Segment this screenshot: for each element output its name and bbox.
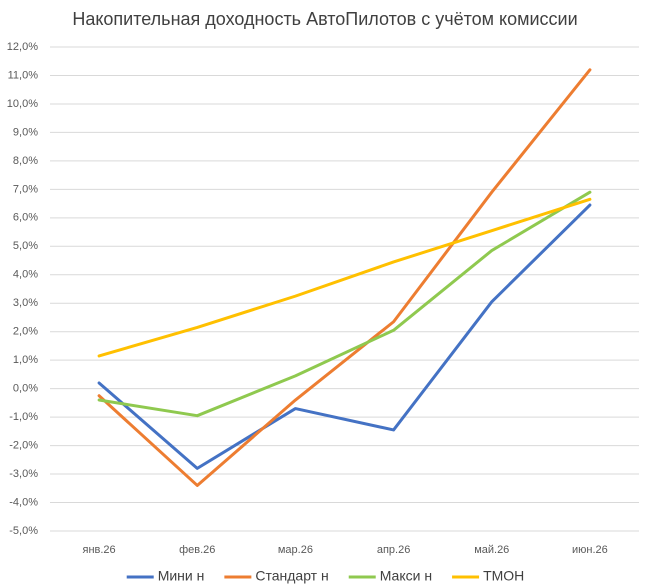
- y-tick-label: 1,0%: [13, 354, 38, 366]
- y-tick-label: 2,0%: [13, 326, 38, 338]
- y-tick-label: 7,0%: [13, 183, 38, 195]
- y-tick-label: 12,0%: [7, 41, 38, 53]
- x-tick-label: май.26: [474, 544, 509, 556]
- y-tick-label: 4,0%: [13, 269, 38, 281]
- series-line: [97, 190, 592, 418]
- chart-title: Накопительная доходность АвтоПилотов с у…: [72, 9, 577, 29]
- y-tick-label: 8,0%: [13, 155, 38, 167]
- y-tick-label: -3,0%: [9, 468, 38, 480]
- y-tick-label: 6,0%: [13, 212, 38, 224]
- series-line: [97, 68, 592, 487]
- y-tick-label: -1,0%: [9, 411, 38, 423]
- series-line: [97, 203, 592, 470]
- x-tick-label: июн.26: [572, 544, 608, 556]
- y-tick-label: -5,0%: [9, 525, 38, 537]
- x-tick-label: фев.26: [179, 544, 215, 556]
- legend-label: Мини н: [158, 568, 205, 584]
- y-tick-label: 5,0%: [13, 240, 38, 252]
- y-tick-label: 0,0%: [13, 383, 38, 395]
- y-tick-label: 3,0%: [13, 297, 38, 309]
- legend-label: ТМОН: [483, 568, 524, 584]
- x-tick-label: мар.26: [278, 544, 313, 556]
- y-tick-label: 9,0%: [13, 126, 38, 138]
- y-tick-label: -4,0%: [9, 496, 38, 508]
- legend-label: Макси н: [380, 568, 432, 584]
- y-tick-label: 10,0%: [7, 98, 38, 110]
- x-tick-label: янв.26: [82, 544, 115, 556]
- x-tick-label: апр.26: [377, 544, 410, 556]
- y-tick-label: 11,0%: [8, 69, 39, 81]
- legend-label: Стандарт н: [255, 568, 328, 584]
- series-line: [97, 197, 592, 358]
- y-tick-label: -2,0%: [9, 439, 38, 451]
